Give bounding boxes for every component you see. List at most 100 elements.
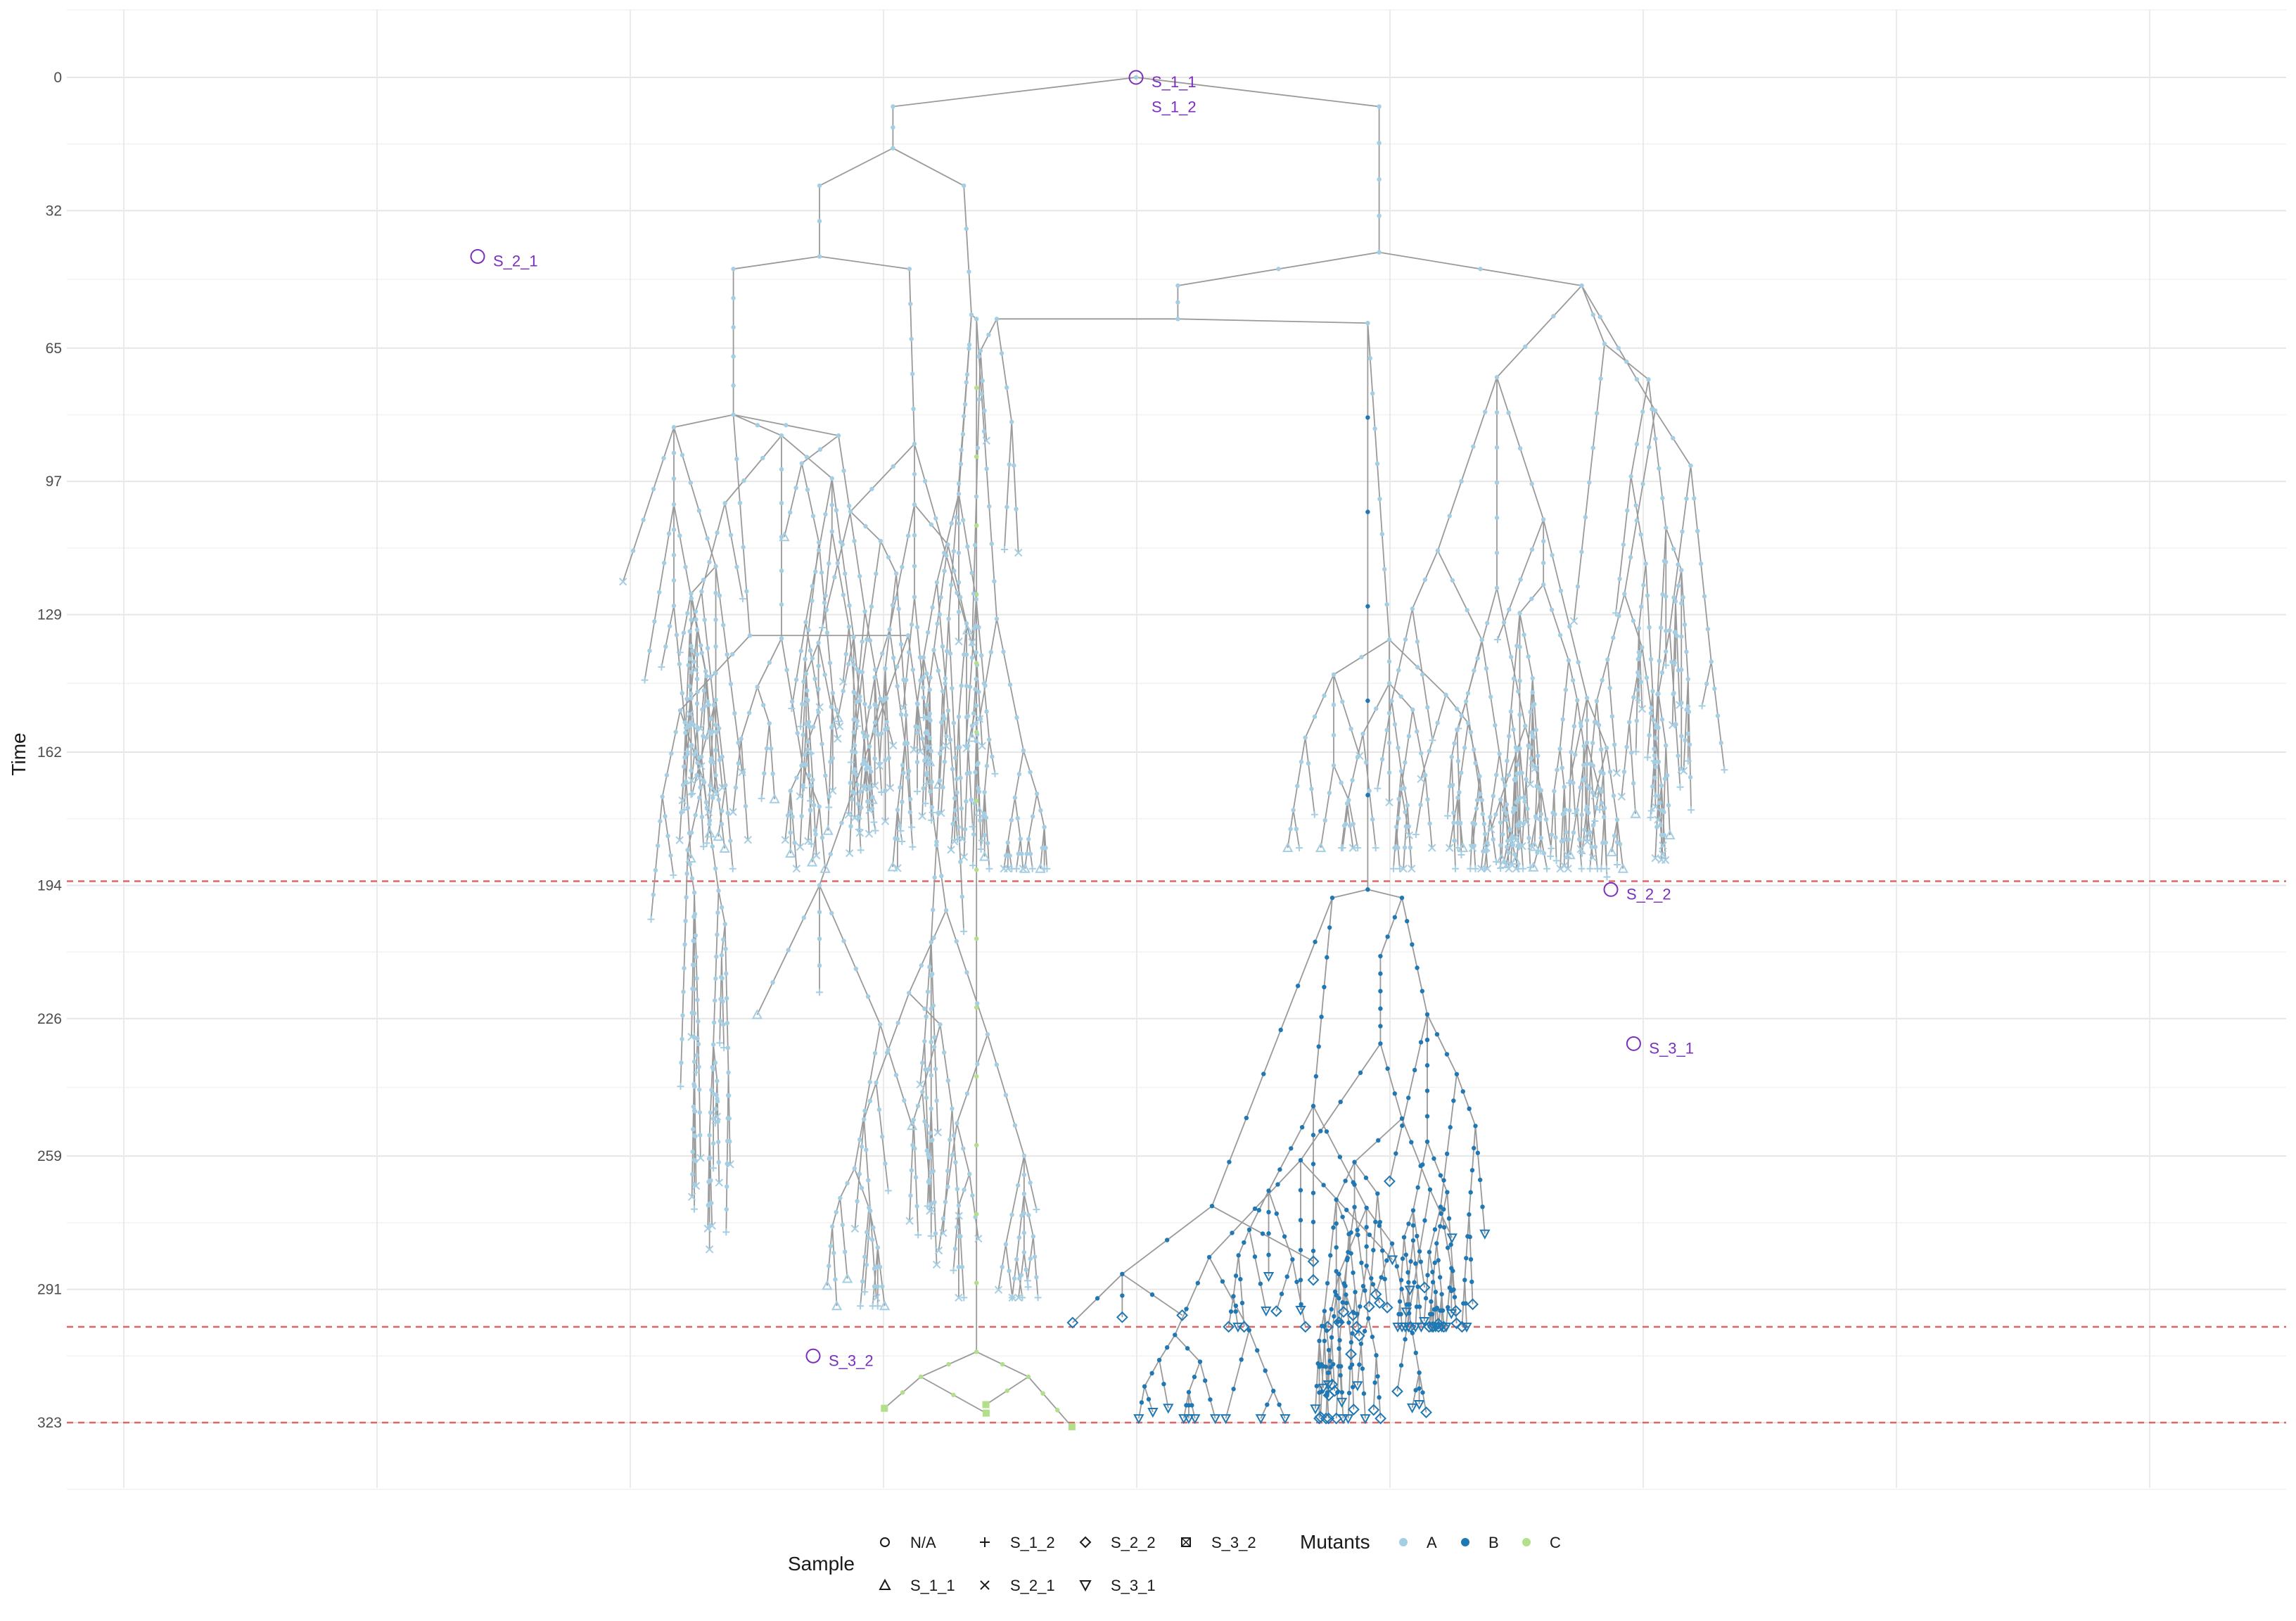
mutation-point: [1348, 1340, 1354, 1345]
leaf-marker-diamond: [1328, 1385, 1341, 1397]
mutation-point: [1386, 740, 1392, 746]
tree-edge: [947, 710, 956, 799]
leaf-marker-diamond: [1363, 1300, 1375, 1313]
mutation-point: [817, 910, 822, 915]
mutation-point: [1636, 674, 1642, 679]
mutation-point: [741, 770, 746, 775]
mutation-point: [1364, 1225, 1369, 1230]
mutation-point: [1348, 1230, 1353, 1235]
mutation-point: [924, 1124, 930, 1129]
mutation-point: [1587, 786, 1592, 791]
mutation-point: [1164, 1345, 1170, 1350]
mutation-point: [1451, 820, 1456, 825]
tree-edge: [1580, 746, 1585, 849]
mutation-point: [1469, 1279, 1474, 1285]
mutation-point: [707, 1133, 712, 1138]
legend-sample-title: Sample: [788, 1553, 855, 1575]
mutation-point: [1644, 675, 1650, 680]
mutation-point: [1454, 1072, 1460, 1076]
mutation-point: [683, 918, 688, 924]
mutation-point: [689, 617, 694, 623]
mutation-point: [1427, 1187, 1433, 1192]
leaf-marker-triangle-up: [751, 1009, 763, 1019]
mutation-point: [1684, 496, 1689, 501]
mutation-point: [1005, 840, 1011, 845]
mutation-point: [1330, 1361, 1336, 1367]
mutation-point: [1440, 1308, 1446, 1313]
mutation-point: [1366, 1316, 1371, 1321]
mutation-point: [719, 905, 725, 910]
mutation-point: [1526, 835, 1531, 841]
mutation-point: [687, 629, 692, 634]
legend-item-sample: S_2_1: [980, 1577, 1055, 1594]
mutation-point: [933, 516, 938, 521]
mutation-point: [684, 895, 689, 900]
leaf-marker-cross: [886, 784, 895, 792]
mutation-point: [1452, 838, 1457, 844]
mutation-point: [1239, 1357, 1244, 1362]
mutation-point: [1506, 773, 1512, 777]
leaf-marker-triangle-up: [1630, 808, 1641, 818]
mutation-point: [1488, 694, 1493, 699]
mutation-point: [1517, 644, 1522, 649]
leaf-marker-triangle-down: [1446, 1233, 1458, 1244]
mutation-point: [887, 627, 892, 632]
mutation-point: [1447, 514, 1452, 519]
mutation-point: [663, 814, 668, 819]
mutation-point: [1449, 1266, 1454, 1271]
leaf-marker-plus: [923, 780, 931, 787]
mutation-point: [1475, 656, 1480, 661]
leaf-marker-plus: [1591, 817, 1599, 825]
tree-edge: [1437, 376, 1498, 551]
leaf-marker-diamond: [1391, 1385, 1403, 1398]
mutation-point: [1664, 649, 1669, 654]
mutation-point: [967, 342, 972, 348]
mutation-point: [677, 661, 682, 667]
tree-edge: [732, 414, 751, 636]
mutation-point: [728, 533, 734, 538]
mutation-point: [1142, 1384, 1147, 1389]
mutation-point: [1363, 1175, 1369, 1181]
leaf-marker-cross: [1654, 815, 1662, 824]
mutation-point: [974, 597, 978, 602]
leaf-marker-triangle-up: [841, 1273, 853, 1283]
mutation-point: [969, 571, 974, 576]
mutation-point: [1040, 1391, 1045, 1396]
leaf-marker-plus: [1596, 806, 1604, 813]
mutation-point: [1438, 1173, 1443, 1178]
mutation-point: [1406, 1221, 1411, 1226]
tree-edge: [1628, 722, 1636, 814]
mutation-point: [966, 743, 971, 749]
mutation-point: [1258, 1281, 1263, 1286]
leaf-marker-plus: [960, 1294, 968, 1302]
mutation-point: [1012, 795, 1018, 800]
mutation-point: [1445, 1190, 1450, 1195]
mutation-point: [872, 667, 878, 672]
leaf-marker-plus: [872, 827, 879, 834]
tree-edge: [1315, 1340, 1320, 1409]
mutation-point: [1149, 1371, 1154, 1376]
mutation-point: [1413, 1387, 1418, 1393]
mutation-point: [1671, 547, 1676, 552]
tree-edge: [1522, 779, 1527, 846]
mutation-point: [680, 1013, 685, 1018]
mutation-point: [1594, 411, 1600, 416]
mutation-point: [1021, 1231, 1027, 1235]
leaf-marker-triangle-down: [1360, 1414, 1371, 1425]
mutation-point: [886, 634, 891, 640]
mutation-point: [829, 476, 834, 481]
tree-edge: [854, 672, 863, 746]
mutation-point: [970, 1193, 975, 1198]
mutation-point: [1715, 713, 1721, 718]
mutation-point: [971, 711, 976, 716]
mutation-point: [1403, 1252, 1408, 1257]
mutation-point: [812, 827, 818, 833]
legend-circle-icon: [880, 1537, 890, 1547]
leaf-marker-diamond: [1307, 1273, 1320, 1286]
mutation-point: [714, 1093, 719, 1098]
mutation-point: [1379, 531, 1385, 537]
leaf-marker-triangle-up: [1529, 841, 1541, 851]
mutation-point: [972, 542, 978, 547]
tree-edge: [1346, 733, 1364, 804]
tree-edge: [701, 503, 726, 592]
